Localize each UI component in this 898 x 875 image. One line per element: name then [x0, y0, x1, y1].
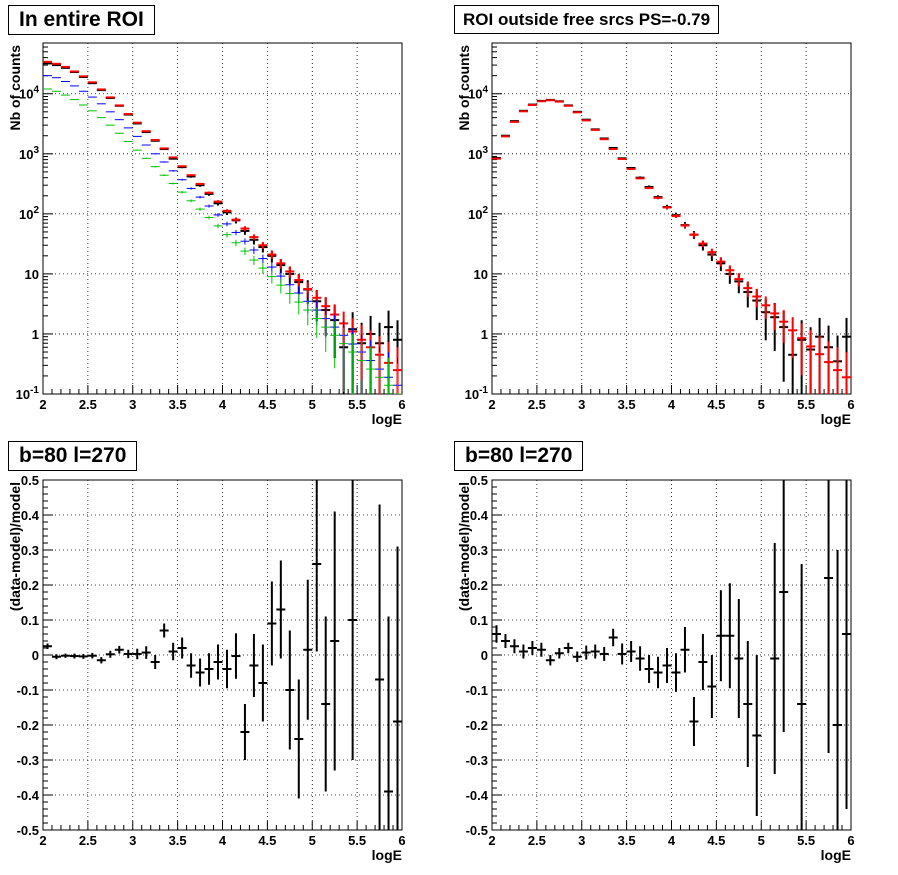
x-tick-label: 5	[309, 833, 316, 848]
chart-panel-1: 2 2.5 3 3.5 4 4.5 5 5.5 6 10-1 1 10 102 103 104 logE Nb …	[7, 42, 406, 427]
x-tick-label: 2.5	[528, 833, 546, 848]
x-tick-label: 6	[398, 397, 405, 412]
y-tick-label: -0.4	[466, 788, 489, 803]
chart-panel-4: 2 2.5 3 3.5 4 4.5 5 5.5 6 -0.5 -0.4 -0.3 -0.2 -0.1 0 0.…	[456, 473, 855, 863]
y-tick-label: 1	[32, 327, 39, 342]
y-tick-label: -0.5	[466, 823, 488, 838]
x-tick-label: 5	[758, 397, 765, 412]
x-tick-label: 5.5	[348, 397, 366, 412]
plot-data	[43, 60, 402, 394]
x-tick-label: 5.5	[797, 833, 815, 848]
x-tick-label: 4	[668, 397, 676, 412]
y-tick-label: 0.1	[21, 613, 39, 628]
x-tick-label: 5	[758, 833, 765, 848]
x-tick-label: 6	[398, 833, 405, 848]
x-tick-label: 6	[847, 397, 854, 412]
x-tick-label: 4.5	[707, 397, 725, 412]
y-tick-label: 0	[32, 648, 39, 663]
chart-panel-2: 2 2.5 3 3.5 4 4.5 5 5.5 6 10-1 1 10 102 103 104 logE Nb …	[456, 42, 855, 427]
x-tick-label: 2.5	[79, 397, 97, 412]
x-tick-label: 3	[578, 397, 585, 412]
y-tick-label: 0.3	[470, 543, 488, 558]
y-tick-label: 10-1	[16, 385, 40, 402]
y-tick-label: 0	[481, 648, 488, 663]
y-axis-label: (data-model)/model	[7, 482, 23, 611]
x-tick-label: 5.5	[348, 833, 366, 848]
plot-data	[492, 480, 851, 830]
panel-title-3: b=80 l=270	[8, 441, 138, 471]
y-tick-label: -0.3	[466, 753, 488, 768]
panel-title-1: In entire ROI	[8, 5, 155, 35]
y-tick-label: 0.2	[21, 578, 39, 593]
y-tick-label: 102	[468, 205, 488, 222]
x-axis-label: logE	[821, 411, 851, 427]
y-tick-label: -0.5	[17, 823, 39, 838]
y-tick-label: 0.4	[470, 508, 489, 523]
y-tick-label: -0.1	[466, 683, 488, 698]
plot-data	[43, 480, 402, 830]
x-tick-label: 2	[39, 397, 46, 412]
x-tick-label: 4	[219, 397, 227, 412]
x-axis-label: logE	[821, 847, 851, 863]
x-tick-label: 3.5	[169, 397, 187, 412]
x-tick-label: 2	[488, 397, 495, 412]
x-tick-label: 3	[129, 833, 136, 848]
y-tick-label: -0.3	[17, 753, 39, 768]
x-axis-label: logE	[372, 847, 402, 863]
x-tick-label: 3.5	[169, 833, 187, 848]
y-tick-label: 104	[19, 85, 39, 102]
panel-title-4: b=80 l=270	[454, 441, 584, 471]
y-tick-label: 0.4	[21, 508, 40, 523]
y-axis-label: Nb of counts	[456, 45, 472, 131]
y-tick-label: 0.3	[21, 543, 39, 558]
y-tick-label: -0.2	[17, 718, 39, 733]
y-tick-label: 1	[481, 327, 488, 342]
y-tick-label: 0.2	[470, 578, 488, 593]
x-tick-label: 3	[129, 397, 136, 412]
x-tick-label: 2	[488, 833, 495, 848]
y-tick-label: -0.2	[466, 718, 488, 733]
y-tick-label: -0.4	[17, 788, 40, 803]
y-tick-label: 0.5	[21, 473, 39, 488]
x-tick-label: 6	[847, 833, 854, 848]
x-tick-label: 2	[39, 833, 46, 848]
x-tick-label: 4	[668, 833, 676, 848]
plot-data	[492, 98, 851, 394]
x-tick-label: 3.5	[618, 833, 636, 848]
y-tick-label: 103	[19, 145, 39, 162]
x-tick-label: 4.5	[258, 833, 276, 848]
y-tick-label: 10	[474, 267, 488, 282]
y-tick-label: 10-1	[465, 385, 489, 402]
y-axis-label: (data-model)/model	[456, 482, 472, 611]
x-tick-label: 4.5	[258, 397, 276, 412]
x-tick-label: 4	[219, 833, 227, 848]
x-tick-label: 3	[578, 833, 585, 848]
y-tick-label: 103	[468, 145, 488, 162]
y-tick-label: 104	[468, 85, 488, 102]
y-tick-label: -0.1	[17, 683, 39, 698]
x-tick-label: 5.5	[797, 397, 815, 412]
x-tick-label: 2.5	[528, 397, 546, 412]
x-axis-label: logE	[372, 411, 402, 427]
x-tick-label: 5	[309, 397, 316, 412]
chart-panel-3: 2 2.5 3 3.5 4 4.5 5 5.5 6 -0.5 -0.4 -0.3 -0.2 -0.1 0 0.…	[7, 473, 406, 863]
y-tick-label: 10	[25, 267, 39, 282]
y-tick-label: 0.1	[470, 613, 488, 628]
x-tick-label: 4.5	[707, 833, 725, 848]
panel-title-2: ROI outside free srcs PS=-0.79	[454, 5, 720, 34]
y-tick-label: 0.5	[470, 473, 488, 488]
y-tick-label: 102	[19, 205, 39, 222]
x-tick-label: 2.5	[79, 833, 97, 848]
y-axis-label: Nb of counts	[7, 45, 23, 131]
x-tick-label: 3.5	[618, 397, 636, 412]
